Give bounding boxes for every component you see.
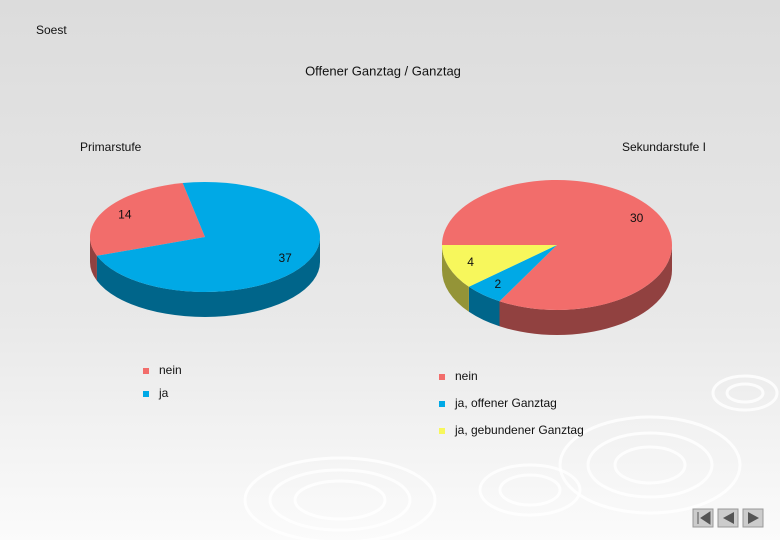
data-label: 2 <box>495 277 502 291</box>
pie-title: Primarstufe <box>80 140 142 154</box>
legend-swatch <box>439 428 445 434</box>
slice-side <box>442 245 469 312</box>
first-icon <box>697 511 711 525</box>
slice <box>468 245 557 302</box>
legend-label: nein <box>159 363 182 377</box>
pie-title: Sekundarstufe I <box>622 140 706 154</box>
slice-side <box>499 245 672 335</box>
slice <box>442 245 557 287</box>
legend-label: ja, gebundener Ganztag <box>454 423 584 437</box>
prev-icon <box>723 512 734 524</box>
data-label: 30 <box>630 211 644 225</box>
legend-label: ja <box>158 386 169 400</box>
slice <box>89 183 205 256</box>
data-label: 14 <box>118 208 132 222</box>
legend-swatch <box>143 391 149 397</box>
decoration <box>243 374 779 540</box>
slice-side <box>96 237 320 317</box>
next-icon <box>748 512 759 524</box>
slide-header: Soest <box>36 23 67 37</box>
slice <box>442 180 672 310</box>
slice <box>96 182 320 292</box>
data-label: 37 <box>278 251 292 265</box>
slide-title: Offener Ganztag / Ganztag <box>305 63 461 78</box>
legend-label: nein <box>455 369 478 383</box>
legend-label: ja, offener Ganztag <box>454 396 557 410</box>
legend-swatch <box>143 368 149 374</box>
slice-side <box>468 286 500 327</box>
legend-swatch <box>439 374 445 380</box>
slice-side <box>90 237 97 281</box>
legend-swatch <box>439 401 445 407</box>
nav-buttons <box>692 508 764 528</box>
data-label: 4 <box>467 255 474 269</box>
